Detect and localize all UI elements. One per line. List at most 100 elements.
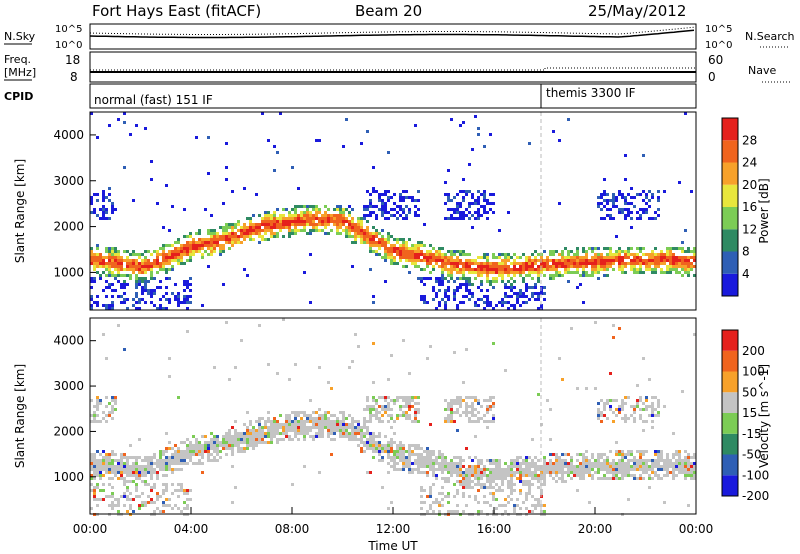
- echo-cell: [537, 295, 540, 298]
- echo-cell: [417, 214, 420, 217]
- echo-cell: [438, 450, 441, 453]
- echo-cell: [141, 280, 144, 283]
- echo-cell: [267, 429, 270, 432]
- echo-cell: [426, 453, 429, 456]
- echo-cell: [201, 247, 204, 250]
- echo-cell: [264, 423, 267, 426]
- echo-cell: [243, 441, 246, 444]
- echo-cell: [453, 483, 456, 486]
- echo-cell: [528, 468, 531, 471]
- echo-cell: [381, 459, 384, 462]
- echo-cell: [306, 220, 309, 223]
- echo-cell: [237, 235, 240, 238]
- echo-cell: [606, 253, 609, 256]
- echo-cell: [372, 166, 375, 169]
- echo-cell: [378, 432, 381, 435]
- echo-cell: [492, 342, 495, 345]
- echo-cell: [489, 477, 492, 480]
- echo-cell: [270, 235, 273, 238]
- echo-cell: [465, 483, 468, 486]
- echo-cell: [390, 262, 393, 265]
- echo-cell: [456, 250, 459, 253]
- echo-cell: [384, 244, 387, 247]
- echo-cell: [408, 444, 411, 447]
- echo-cell: [588, 262, 591, 265]
- echo-cell: [483, 265, 486, 268]
- echo-cell: [474, 408, 477, 411]
- echo-cell: [324, 420, 327, 423]
- echo-cell: [612, 217, 615, 220]
- echo-cell: [150, 277, 153, 280]
- echo-cell: [582, 247, 585, 250]
- echo-cell: [363, 214, 366, 217]
- echo-cell: [108, 187, 111, 190]
- echo-cell: [672, 265, 675, 268]
- echo-cell: [303, 465, 306, 468]
- echo-cell: [447, 217, 450, 220]
- echo-cell: [510, 286, 513, 289]
- echo-cell: [417, 420, 420, 423]
- echo-cell: [651, 465, 654, 468]
- echo-cell: [111, 274, 114, 277]
- echo-cell: [102, 333, 105, 336]
- echo-cell: [402, 250, 405, 253]
- echo-cell: [675, 265, 678, 268]
- echo-cell: [192, 253, 195, 256]
- echo-cell: [366, 238, 369, 241]
- echo-cell: [519, 274, 522, 277]
- echo-cell: [621, 408, 624, 411]
- echo-cell: [642, 247, 645, 250]
- echo-cell: [468, 471, 471, 474]
- echo-cell: [363, 235, 366, 238]
- echo-cell: [465, 280, 468, 283]
- echo-cell: [321, 420, 324, 423]
- echo-cell: [441, 271, 444, 274]
- echo-cell: [456, 408, 459, 411]
- echo-cell: [261, 432, 264, 435]
- echo-cell: [612, 196, 615, 199]
- echo-cell: [447, 280, 450, 283]
- echo-cell: [522, 253, 525, 256]
- echo-cell: [447, 480, 450, 483]
- echo-cell: [459, 259, 462, 262]
- echo-cell: [684, 450, 687, 453]
- echo-cell: [489, 480, 492, 483]
- echo-cell: [432, 468, 435, 471]
- echo-cell: [189, 277, 192, 280]
- echo-cell: [123, 453, 126, 456]
- echo-cell: [666, 456, 669, 459]
- echo-cell: [90, 453, 93, 456]
- echo-cell: [594, 462, 597, 465]
- echo-cell: [129, 133, 132, 136]
- echo-cell: [165, 432, 168, 435]
- echo-cell: [546, 256, 549, 259]
- echo-cell: [93, 477, 96, 480]
- echo-cell: [363, 232, 366, 235]
- echo-cell: [615, 253, 618, 256]
- echo-cell: [426, 474, 429, 477]
- echo-cell: [477, 217, 480, 220]
- echo-cell: [147, 250, 150, 253]
- echo-cell: [402, 265, 405, 268]
- echo-cell: [615, 471, 618, 474]
- echo-cell: [144, 289, 147, 292]
- echo-cell: [462, 301, 465, 304]
- echo-cell: [471, 259, 474, 262]
- freq-tick-low: 8: [70, 70, 78, 84]
- echo-cell: [273, 232, 276, 235]
- echo-cell: [531, 471, 534, 474]
- echo-cell: [372, 235, 375, 238]
- echo-cell: [291, 411, 294, 414]
- echo-cell: [294, 411, 297, 414]
- echo-cell: [663, 271, 666, 274]
- echo-cell: [471, 486, 474, 489]
- echo-cell: [123, 471, 126, 474]
- echo-cell: [486, 202, 489, 205]
- echo-cell: [105, 405, 108, 408]
- echo-cell: [435, 468, 438, 471]
- echo-cell: [123, 483, 126, 486]
- echo-cell: [369, 235, 372, 238]
- echo-cell: [672, 477, 675, 480]
- echo-cell: [621, 456, 624, 459]
- echo-cell: [363, 217, 366, 220]
